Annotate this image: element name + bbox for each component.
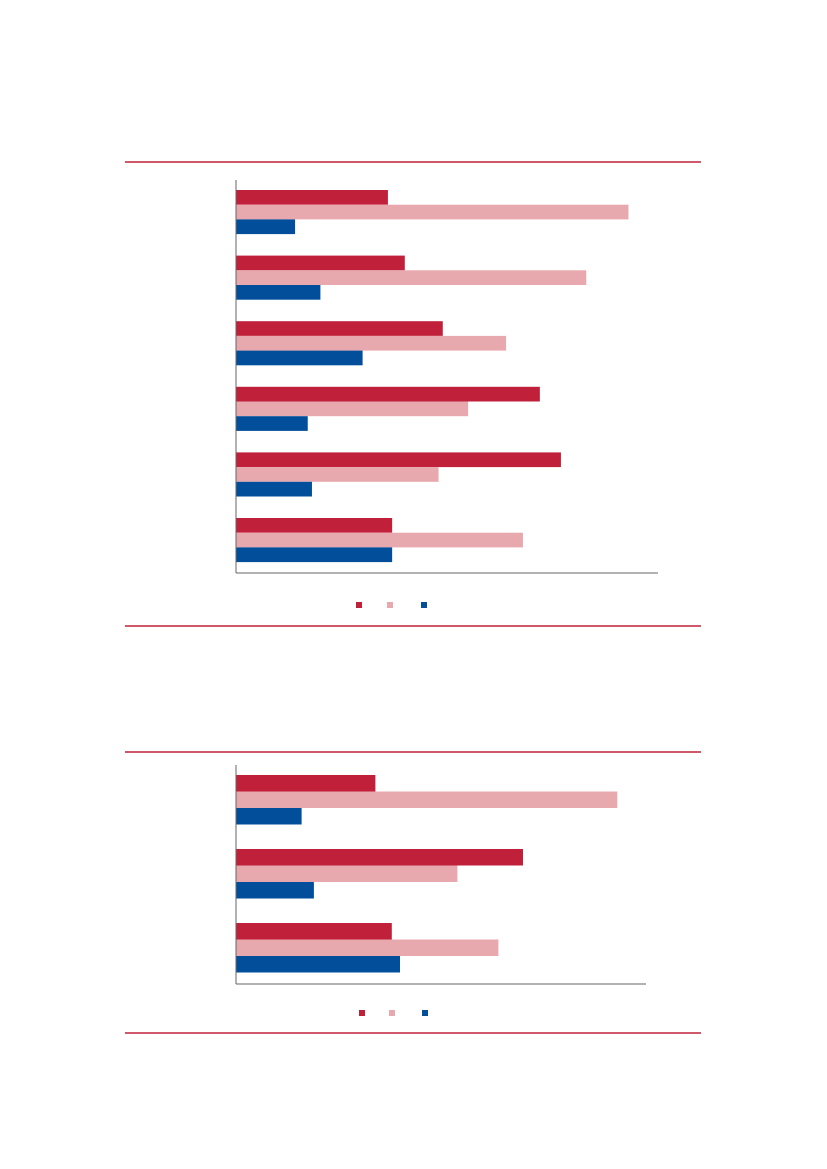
- bar: [236, 401, 469, 417]
- bar: [236, 939, 499, 956]
- bar: [236, 452, 561, 468]
- legend-swatch: [421, 602, 427, 608]
- legend-swatch: [356, 602, 362, 608]
- legend-swatch: [359, 1010, 365, 1016]
- bar: [236, 518, 393, 533]
- legend-swatch: [387, 602, 393, 608]
- bar: [236, 956, 400, 973]
- bar: [236, 386, 540, 402]
- bar: [236, 923, 392, 940]
- bar: [236, 808, 302, 825]
- bar: [236, 865, 458, 882]
- bar: [236, 775, 376, 792]
- bar: [236, 791, 618, 808]
- bar: [236, 416, 308, 431]
- bar: [236, 270, 587, 285]
- legend-swatch: [389, 1010, 395, 1016]
- bar: [236, 350, 363, 366]
- bar: [236, 547, 393, 563]
- bar: [236, 285, 321, 300]
- bar: [236, 882, 314, 899]
- bar: [236, 255, 405, 271]
- bar: [236, 204, 629, 220]
- bar: [236, 219, 296, 235]
- bar: [236, 321, 443, 336]
- bar: [236, 532, 523, 548]
- bar: [236, 335, 507, 351]
- bar: [236, 481, 312, 497]
- bar: [236, 467, 439, 482]
- legend-swatch: [422, 1010, 428, 1016]
- bar: [236, 849, 523, 866]
- bar: [236, 190, 388, 205]
